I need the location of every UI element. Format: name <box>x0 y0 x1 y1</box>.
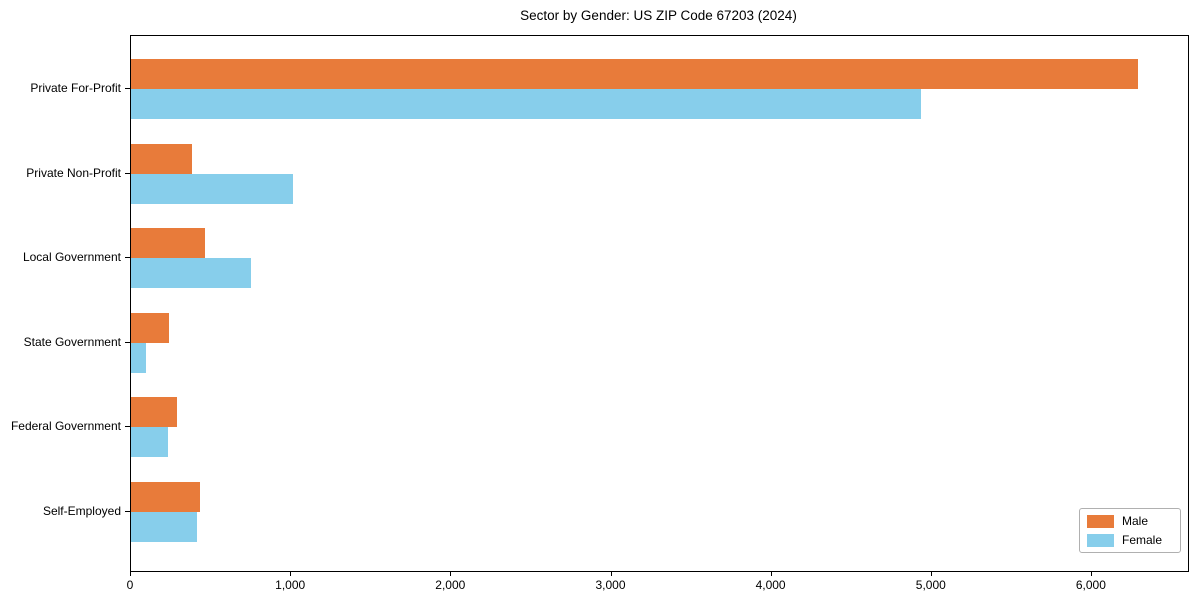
x-tick-label: 5,000 <box>915 578 946 592</box>
bar-female-5 <box>131 512 197 542</box>
y-tick-mark <box>125 341 130 343</box>
bar-female-3 <box>131 342 147 373</box>
category-label: Private Non-Profit <box>26 165 121 180</box>
bar-female-4 <box>131 427 168 458</box>
x-tick-label: 6,000 <box>1075 578 1106 592</box>
x-tick-mark <box>130 571 131 576</box>
category-label: Federal Government <box>10 419 121 434</box>
x-tick-mark <box>770 571 772 576</box>
x-tick-label: 1,000 <box>275 578 306 592</box>
y-tick-mark <box>125 511 130 512</box>
bar-male-1 <box>131 143 192 174</box>
y-tick-mark <box>125 257 130 259</box>
category-label: Self-Employed <box>42 504 121 518</box>
legend-swatch-male <box>1086 514 1114 528</box>
x-tick-label: 4,000 <box>755 578 786 592</box>
legend-item-female: Female <box>1086 533 1172 547</box>
y-tick-mark <box>125 88 130 89</box>
x-tick-mark <box>930 571 932 576</box>
bar-male-4 <box>131 397 178 428</box>
bar-male-0 <box>131 59 1139 89</box>
legend-swatch-female <box>1086 533 1114 547</box>
category-label: Local Government <box>22 250 121 265</box>
bar-male-3 <box>131 312 170 343</box>
category-label: State Government <box>23 334 121 349</box>
y-tick-mark <box>125 426 130 428</box>
chart-title: Sector by Gender: US ZIP Code 67203 (202… <box>520 8 797 23</box>
bar-female-2 <box>131 258 252 289</box>
x-tick-label: 3,000 <box>595 578 626 592</box>
bar-female-1 <box>131 173 293 204</box>
legend-item-male: Male <box>1086 514 1172 528</box>
legend: Male Female <box>1078 508 1181 553</box>
x-tick-mark <box>450 571 452 576</box>
y-tick-mark <box>125 172 130 174</box>
x-tick-label: 0 <box>126 578 134 592</box>
bar-female-0 <box>131 89 921 119</box>
bar-male-5 <box>131 482 200 512</box>
x-tick-mark <box>1090 571 1092 576</box>
x-tick-label: 2,000 <box>435 578 466 592</box>
x-tick-mark <box>610 571 612 576</box>
category-label: Private For-Profit <box>30 81 121 95</box>
bar-male-2 <box>131 228 205 259</box>
plot-area: Male Female <box>130 35 1189 572</box>
legend-label: Male <box>1121 514 1148 528</box>
x-tick-mark <box>290 571 292 576</box>
legend-label: Female <box>1121 533 1162 547</box>
